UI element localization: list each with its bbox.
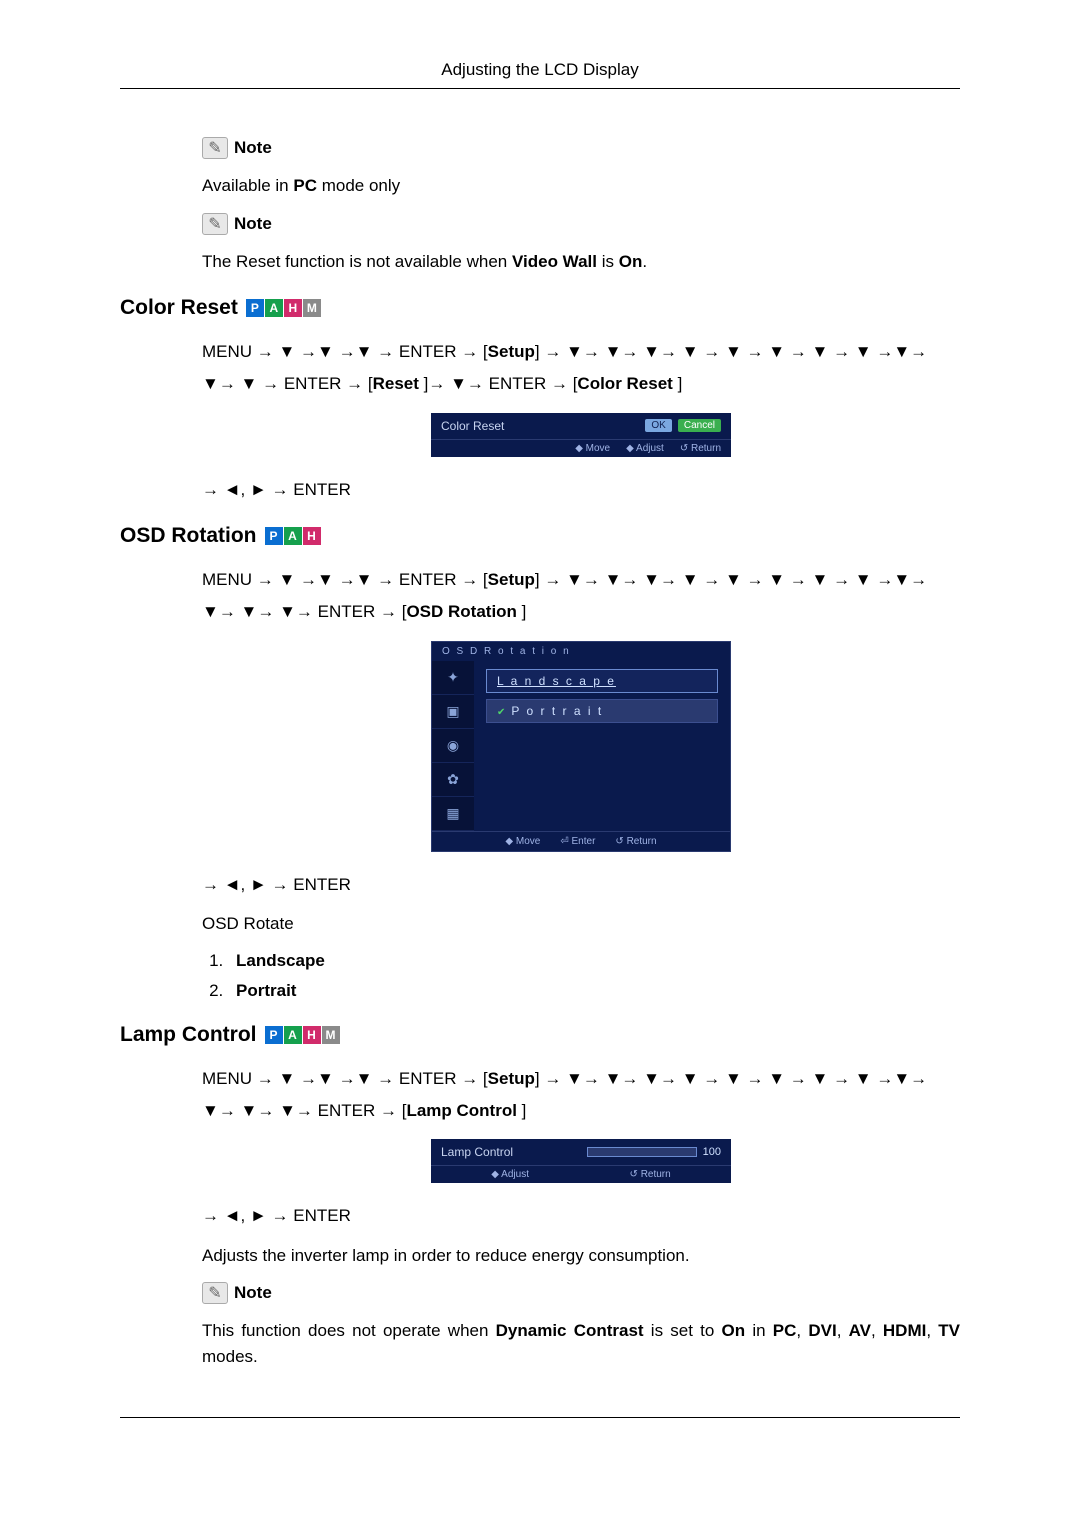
lamp-desc: Adjusts the inverter lamp in order to re… xyxy=(202,1243,960,1269)
footer-rule xyxy=(120,1417,960,1418)
osd-side-icon[interactable]: ◉ xyxy=(432,729,474,763)
osd-sidebar: ✦ ▣ ◉ ✿ ▦ xyxy=(432,661,474,831)
mode-icon-h: H xyxy=(284,299,302,317)
enter-seq-lamp: → ◄, ► → ENTER xyxy=(202,1203,960,1229)
heading-title: Lamp Control xyxy=(120,1023,257,1047)
heading-osd-rotation: OSD Rotation P A H xyxy=(120,524,960,548)
mode-icon-m: M xyxy=(322,1026,340,1044)
note-icon: ✎ xyxy=(202,213,228,235)
osd-list: Landscape Portrait xyxy=(228,951,960,1001)
osd-side-icon[interactable]: ✦ xyxy=(432,661,474,695)
heading-color-reset: Color Reset P A H M xyxy=(120,296,960,320)
osd-footer-move: ◆ Move xyxy=(505,836,540,847)
note-icon: ✎ xyxy=(202,137,228,159)
note-icon: ✎ xyxy=(202,1282,228,1304)
page-title: Adjusting the LCD Display xyxy=(441,60,638,79)
cr-ok-button[interactable]: OK xyxy=(645,419,671,432)
mode-icons: P A H xyxy=(265,527,321,545)
mode-icons: P A H M xyxy=(246,299,321,317)
cr-footer-move: ◆ Move xyxy=(575,443,610,454)
figure-osd-rotation: O S D R o t a t i o n ✦ ▣ ◉ ✿ ▦ L a n d … xyxy=(431,641,731,852)
note-label: Note xyxy=(234,138,272,158)
menu-path-color-reset: MENU → ▼ →▼ →▼ → ENTER → [Setup] → ▼→ ▼→… xyxy=(202,336,960,401)
heading-title: OSD Rotation xyxy=(120,524,257,548)
mode-icon-h: H xyxy=(303,1026,321,1044)
lamp-slider[interactable] xyxy=(587,1147,697,1157)
osd-side-icon[interactable]: ▦ xyxy=(432,797,474,831)
mode-icon-p: P xyxy=(265,527,283,545)
note-label: Note xyxy=(234,1283,272,1303)
mode-icon-a: A xyxy=(284,1026,302,1044)
osd-desc: OSD Rotate xyxy=(202,911,960,937)
mode-icon-a: A xyxy=(284,527,302,545)
mode-icon-p: P xyxy=(265,1026,283,1044)
cr-cancel-button[interactable]: Cancel xyxy=(678,419,721,432)
osd-footer-enter: ⏎ Enter xyxy=(560,836,595,847)
note-text-1: Available in PC mode only xyxy=(202,173,960,199)
mode-icon-p: P xyxy=(246,299,264,317)
list-item: Portrait xyxy=(228,981,960,1001)
mode-icon-m: M xyxy=(303,299,321,317)
osd-option-portrait[interactable]: ✔P o r t r a i t xyxy=(486,699,718,723)
list-item: Landscape xyxy=(228,951,960,971)
osd-option-landscape[interactable]: L a n d s c a p e xyxy=(486,669,718,693)
lamp-footer-return: ↺ Return xyxy=(630,1169,671,1180)
mode-icon-h: H xyxy=(303,527,321,545)
osd-side-icon[interactable]: ✿ xyxy=(432,763,474,797)
check-icon: ✔ xyxy=(497,707,507,718)
menu-path-lamp: MENU → ▼ →▼ →▼ → ENTER → [Setup] → ▼→ ▼→… xyxy=(202,1063,960,1128)
heading-lamp-control: Lamp Control P A H M xyxy=(120,1023,960,1047)
enter-seq-osd: → ◄, ► → ENTER xyxy=(202,872,960,898)
cr-footer-return: ↺ Return xyxy=(680,443,721,454)
lamp-note: This function does not operate when Dyna… xyxy=(202,1318,960,1369)
osd-side-icon[interactable]: ▣ xyxy=(432,695,474,729)
osd-title: O S D R o t a t i o n xyxy=(432,642,730,661)
cr-footer-adjust: ◆ Adjust xyxy=(626,443,664,454)
cr-label: Color Reset xyxy=(441,419,504,433)
page-header: Adjusting the LCD Display xyxy=(120,60,960,89)
mode-icons: P A H M xyxy=(265,1026,340,1044)
lamp-label: Lamp Control xyxy=(441,1145,513,1159)
lamp-value: 100 xyxy=(703,1146,721,1158)
mode-icon-a: A xyxy=(265,299,283,317)
figure-color-reset: Color Reset OK Cancel ◆ Move ◆ Adjust ↺ … xyxy=(431,413,731,457)
osd-footer-return: ↺ Return xyxy=(615,836,656,847)
menu-path-osd: MENU → ▼ →▼ →▼ → ENTER → [Setup] → ▼→ ▼→… xyxy=(202,564,960,629)
heading-title: Color Reset xyxy=(120,296,238,320)
note-text-2: The Reset function is not available when… xyxy=(202,249,960,275)
enter-seq-cr: → ◄, ► → ENTER xyxy=(202,477,960,503)
note-block-1: ✎ Note Available in PC mode only ✎ Note … xyxy=(202,137,960,274)
figure-lamp-control: Lamp Control 100 ◆ Adjust ↺ Return xyxy=(431,1139,731,1183)
note-label: Note xyxy=(234,214,272,234)
lamp-footer-adjust: ◆ Adjust xyxy=(491,1169,529,1180)
